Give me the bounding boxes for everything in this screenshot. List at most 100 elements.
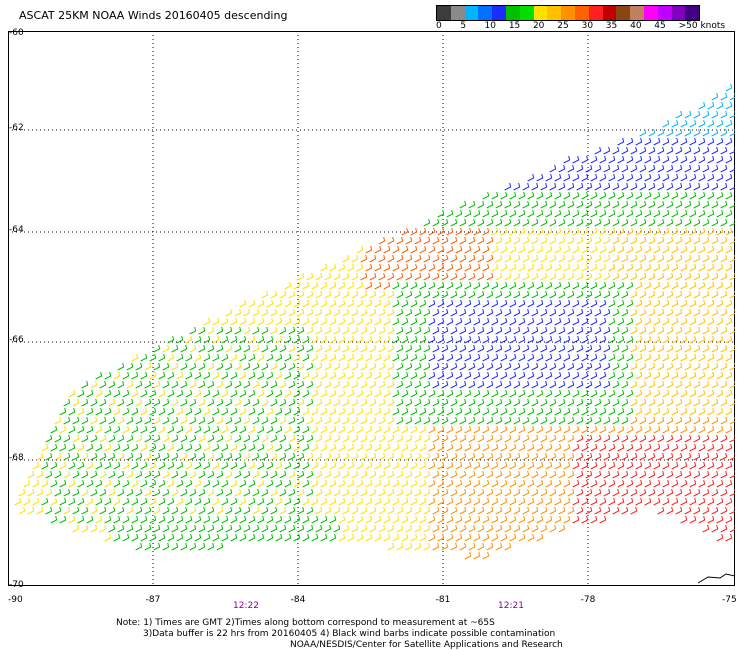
lat-label: -64 (9, 225, 24, 235)
wind-barb (635, 371, 643, 380)
wind-barb (500, 443, 508, 452)
wind-barb (450, 416, 458, 425)
map-frame (8, 31, 735, 586)
wind-barb (311, 443, 319, 452)
wind-barb (729, 434, 735, 443)
wind-barb (437, 353, 445, 362)
wind-barb (684, 506, 692, 515)
wind-barb (234, 362, 242, 371)
wind-barb (194, 515, 202, 524)
wind-barb (599, 353, 607, 362)
wind-barb (410, 515, 418, 524)
wind-barb (698, 227, 706, 236)
wind-barb (540, 218, 548, 227)
wind-barb (540, 434, 548, 443)
wind-barb (338, 497, 346, 506)
wind-barb (603, 434, 611, 443)
wind-barb (527, 425, 535, 434)
wind-barb (297, 470, 305, 479)
wind-barb (365, 317, 373, 326)
wind-barb (567, 308, 575, 317)
wind-barb (437, 209, 445, 218)
wind-barb (693, 362, 701, 371)
wind-barb (117, 434, 125, 443)
wind-barb (630, 470, 638, 479)
wind-barb (572, 443, 580, 452)
wind-barb (554, 191, 562, 200)
wind-barb (716, 245, 724, 254)
wind-barb (383, 497, 391, 506)
wind-barb (563, 443, 571, 452)
wind-barb (428, 281, 436, 290)
wind-barb (666, 452, 674, 461)
wind-barb (221, 479, 229, 488)
wind-barb (185, 443, 193, 452)
wind-barb (518, 299, 526, 308)
wind-barb (288, 362, 296, 371)
wind-barb (198, 362, 206, 371)
wind-barb (482, 533, 490, 542)
wind-barb (684, 470, 692, 479)
wind-barb (342, 362, 350, 371)
wind-barb (198, 416, 206, 425)
wind-barb (518, 263, 526, 272)
wind-barb (252, 380, 260, 389)
wind-barb (270, 470, 278, 479)
wind-barb (311, 407, 319, 416)
wind-barb (594, 398, 602, 407)
wind-barb (216, 524, 224, 533)
wind-barb (662, 173, 670, 182)
wind-barb (572, 299, 580, 308)
wind-barb (540, 488, 548, 497)
wind-barb (419, 335, 427, 344)
wind-barb (639, 326, 647, 335)
wind-barb (495, 290, 503, 299)
wind-barb (405, 236, 413, 245)
wind-barb (639, 488, 647, 497)
wind-barb (509, 479, 517, 488)
wind-barb (405, 272, 413, 281)
wind-barb (680, 227, 688, 236)
wind-barb (635, 443, 643, 452)
wind-barb (126, 488, 134, 497)
wind-barb (117, 416, 125, 425)
wind-barb (711, 326, 719, 335)
wind-barb (302, 443, 310, 452)
wind-barb (513, 182, 521, 191)
wind-barb (558, 488, 566, 497)
wind-barb (675, 506, 683, 515)
wind-barb (360, 434, 368, 443)
wind-barb (194, 425, 202, 434)
wind-barb (284, 281, 292, 290)
wind-barb (392, 263, 400, 272)
wind-barb (509, 533, 517, 542)
wind-barb (126, 398, 134, 407)
wind-barb (698, 335, 706, 344)
wind-barb (617, 353, 625, 362)
wind-barb (95, 515, 103, 524)
wind-barb (567, 326, 575, 335)
wind-barb (599, 371, 607, 380)
wind-barb (176, 443, 184, 452)
wind-barb (729, 128, 735, 137)
wind-barb (455, 227, 463, 236)
wind-barb (608, 335, 616, 344)
wind-barb (518, 353, 526, 362)
wind-barb (104, 497, 112, 506)
wind-barb (666, 344, 674, 353)
wind-barb (144, 380, 152, 389)
wind-barb (711, 236, 719, 245)
wind-barb (288, 524, 296, 533)
wind-barb (662, 407, 670, 416)
wind-barb (288, 290, 296, 299)
wind-barb (158, 353, 166, 362)
wind-barb (387, 308, 395, 317)
wind-barb (603, 452, 611, 461)
wind-barb (608, 173, 616, 182)
wind-barb (216, 488, 224, 497)
wind-barb (234, 506, 242, 515)
wind-barb (644, 227, 652, 236)
wind-barb (279, 380, 287, 389)
wind-barb (360, 452, 368, 461)
wind-barb (338, 299, 346, 308)
